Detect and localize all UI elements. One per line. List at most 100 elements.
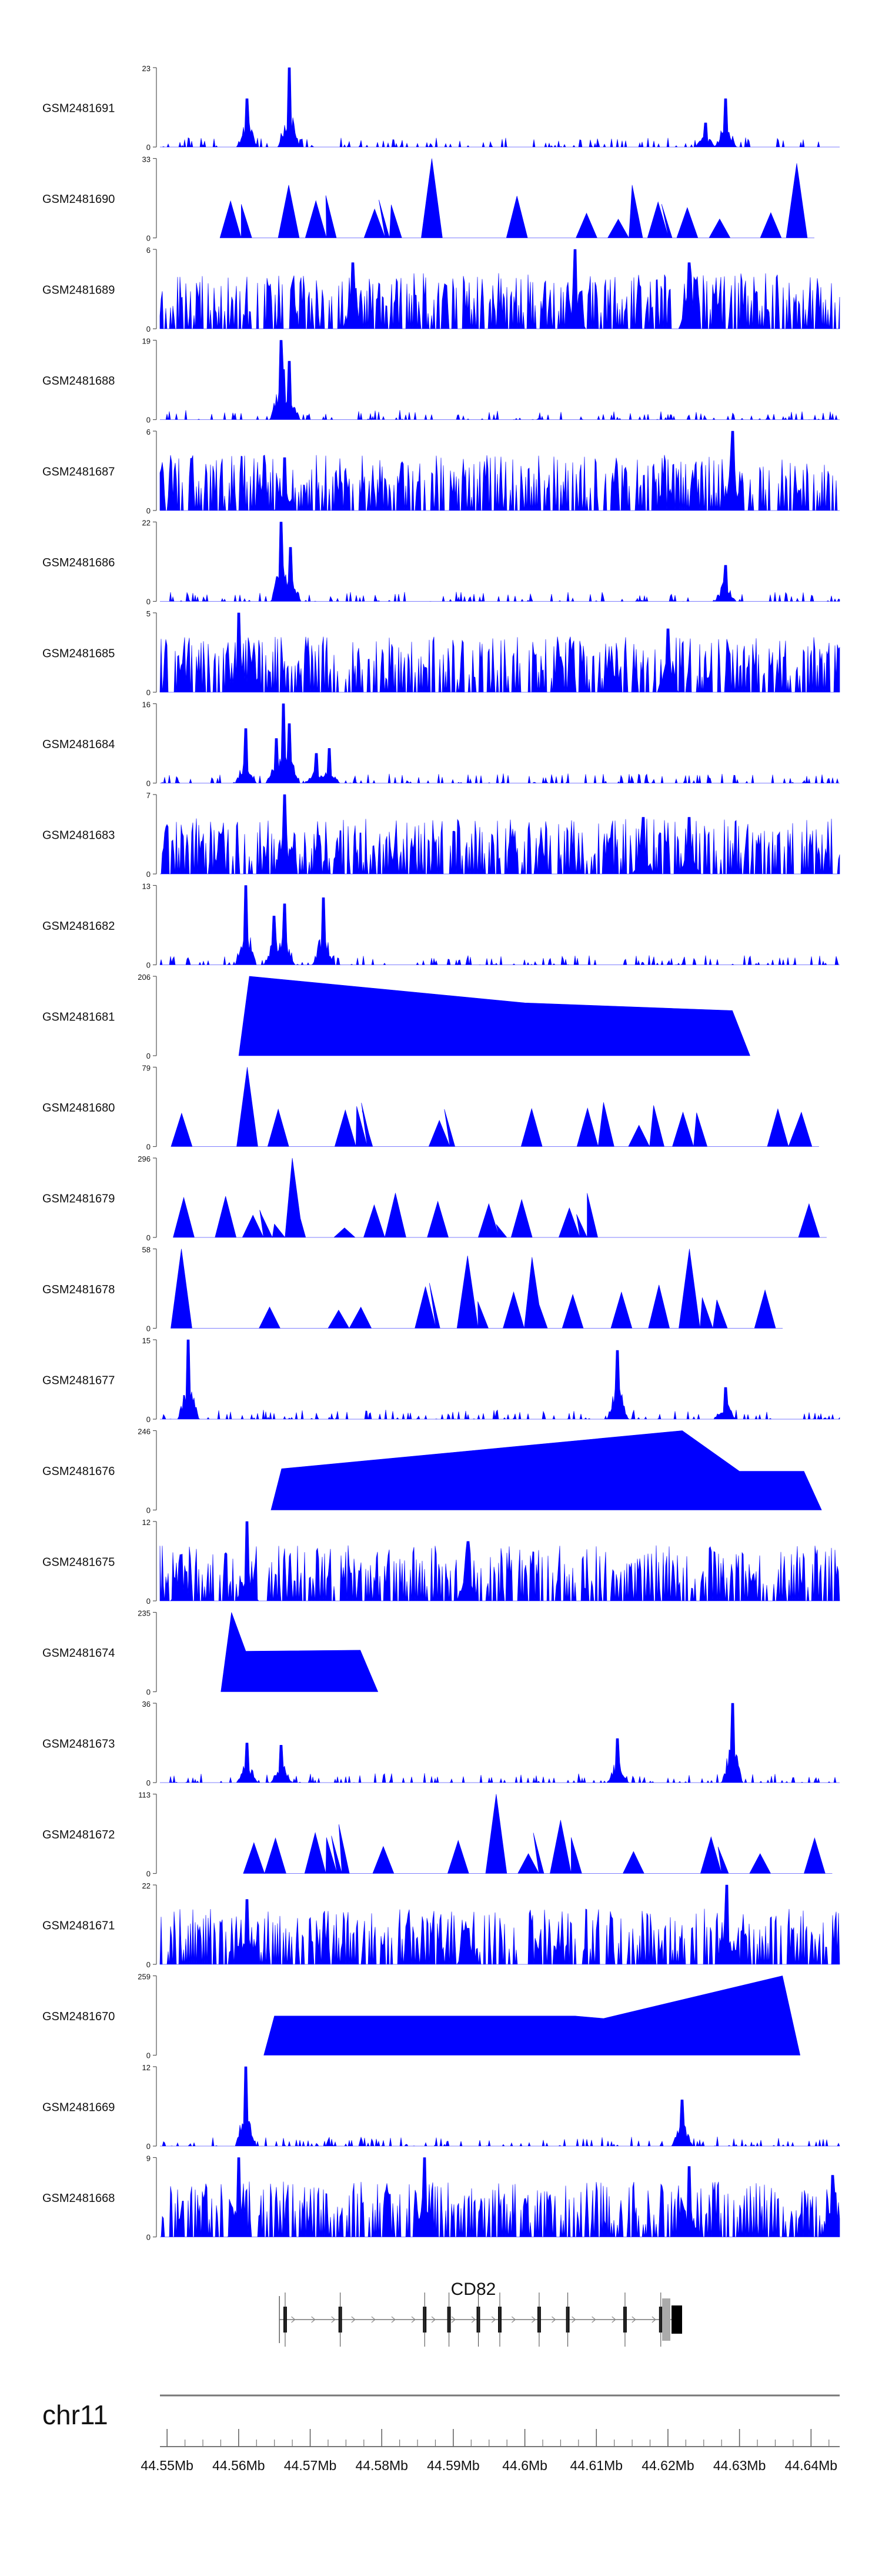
y-tick-label-zero: 0 — [146, 1415, 151, 1424]
strand-arrow — [592, 2316, 596, 2323]
strand-arrow — [311, 2316, 316, 2323]
track-label: GSM2481690 — [42, 193, 115, 206]
y-tick-label-zero: 0 — [146, 506, 151, 515]
signal-area — [160, 1703, 840, 1784]
track-gsm2481680: GSM2481680 79 0 — [42, 1064, 819, 1152]
y-tick-label-max: 206 — [138, 973, 151, 982]
track-label: GSM2481691 — [42, 102, 115, 115]
signal-area — [171, 1249, 783, 1329]
y-tick-label-max: 22 — [142, 519, 151, 528]
signal-area — [219, 158, 814, 239]
tick-label: 44.62Mb — [642, 2458, 694, 2473]
tick-label: 44.56Mb — [212, 2458, 265, 2473]
y-tick-label-max: 19 — [142, 337, 151, 346]
y-tick-label-zero: 0 — [146, 143, 151, 152]
y-tick-label-zero: 0 — [146, 870, 151, 879]
y-tick-label-max: 246 — [138, 1427, 151, 1436]
signal-area — [160, 2066, 840, 2147]
signal-area — [159, 1884, 840, 1965]
y-tick-label-max: 36 — [142, 1700, 151, 1709]
y-tick-label-max: 9 — [146, 2154, 151, 2163]
strand-arrow — [291, 2316, 296, 2323]
y-tick-label-zero: 0 — [146, 2233, 151, 2242]
track-gsm2481671: GSM2481671 22 0 — [42, 1881, 840, 1969]
y-tick-label-zero: 0 — [146, 688, 151, 697]
tick-label: 44.57Mb — [284, 2458, 337, 2473]
signal-area — [159, 431, 840, 511]
track-label: GSM2481689 — [42, 284, 115, 297]
track-label: GSM2481688 — [42, 375, 115, 388]
signal-area — [159, 612, 840, 693]
strand-arrow — [552, 2316, 556, 2323]
y-tick-label-zero: 0 — [146, 1778, 151, 1787]
signal-area — [160, 794, 840, 875]
track-gsm2481684: GSM2481684 16 0 — [42, 700, 840, 788]
tick-label: 44.6Mb — [502, 2458, 547, 2473]
strand-arrow — [491, 2316, 496, 2323]
track-label: GSM2481679 — [42, 1193, 115, 1206]
y-tick-label-zero: 0 — [146, 1233, 151, 1242]
signal-area — [243, 1794, 833, 1874]
track-gsm2481688: GSM2481688 19 0 — [42, 337, 840, 425]
track-gsm2481669: GSM2481669 12 0 — [42, 2063, 840, 2151]
y-tick-label-zero: 0 — [146, 1324, 151, 1333]
tick-label: 44.58Mb — [355, 2458, 408, 2473]
y-tick-label-max: 296 — [138, 1154, 151, 1163]
terminal-exon — [671, 2305, 683, 2334]
y-tick-label-max: 13 — [142, 882, 151, 891]
track-label: GSM2481677 — [42, 1374, 115, 1387]
signal-area — [160, 522, 840, 602]
y-tick-label-zero: 0 — [146, 2051, 151, 2060]
y-tick-label-zero: 0 — [146, 325, 151, 333]
track-gsm2481683: GSM2481683 7 0 — [42, 791, 840, 879]
signal-tracks: GSM2481691230GSM2481690330GSM248168960GS… — [42, 64, 840, 2242]
track-label: GSM2481675 — [42, 1556, 115, 1569]
y-tick-label-zero: 0 — [146, 1597, 151, 1606]
tick-label: 44.61Mb — [570, 2458, 623, 2473]
track-gsm2481679: GSM2481679 296 0 — [42, 1154, 827, 1242]
y-tick-label-zero: 0 — [146, 961, 151, 970]
strand-arrow — [572, 2316, 576, 2323]
track-label: GSM2481673 — [42, 1738, 115, 1751]
track-gsm2481682: GSM2481682 13 0 — [42, 882, 840, 970]
utr-block — [662, 2298, 671, 2341]
y-tick-label-zero: 0 — [146, 1506, 151, 1515]
strand-arrow — [331, 2316, 336, 2323]
y-tick-label-max: 33 — [142, 155, 151, 164]
gene-model: CD82 — [279, 2280, 683, 2347]
tick-label: 44.64Mb — [785, 2458, 838, 2473]
track-label: GSM2481676 — [42, 1465, 115, 1478]
signal-area — [160, 1339, 840, 1420]
track-gsm2481668: GSM2481668 9 0 — [42, 2154, 840, 2242]
track-label: GSM2481687 — [42, 466, 115, 479]
chromosome-axis: chr11 44.55Mb 44.56Mb 44.57Mb 44.58Mb 44.59M… — [42, 2394, 840, 2473]
y-tick-label-zero: 0 — [146, 234, 151, 243]
track-label: GSM2481682 — [42, 920, 115, 933]
y-tick-label-max: 12 — [142, 2063, 151, 2072]
track-label: GSM2481680 — [42, 1102, 115, 1115]
signal-area — [160, 703, 840, 784]
y-tick-label-max: 79 — [142, 1064, 151, 1073]
strand-arrow — [511, 2316, 516, 2323]
y-tick-label-zero: 0 — [146, 1052, 151, 1060]
tick-label: 44.63Mb — [713, 2458, 766, 2473]
track-gsm2481674: GSM2481674 235 0 — [42, 1609, 379, 1697]
track-label: GSM2481678 — [42, 1283, 115, 1296]
y-tick-label-max: 58 — [142, 1246, 151, 1254]
signal-area — [238, 976, 750, 1056]
track-label: GSM2481674 — [42, 1647, 115, 1660]
strand-arrow — [471, 2316, 476, 2323]
track-gsm2481678: GSM2481678 58 0 — [42, 1246, 783, 1333]
y-tick-label-max: 113 — [138, 1791, 151, 1800]
signal-area — [159, 249, 840, 329]
signal-area — [160, 67, 840, 148]
strand-arrow — [431, 2316, 436, 2323]
y-tick-label-max: 12 — [142, 1518, 151, 1527]
y-tick-label-zero: 0 — [146, 1960, 151, 1969]
strand-arrow — [371, 2316, 376, 2323]
y-tick-label-zero: 0 — [146, 1143, 151, 1152]
y-tick-label-zero: 0 — [146, 1870, 151, 1878]
track-gsm2481690: GSM2481690 33 0 — [42, 155, 814, 243]
y-tick-label-zero: 0 — [146, 2142, 151, 2151]
